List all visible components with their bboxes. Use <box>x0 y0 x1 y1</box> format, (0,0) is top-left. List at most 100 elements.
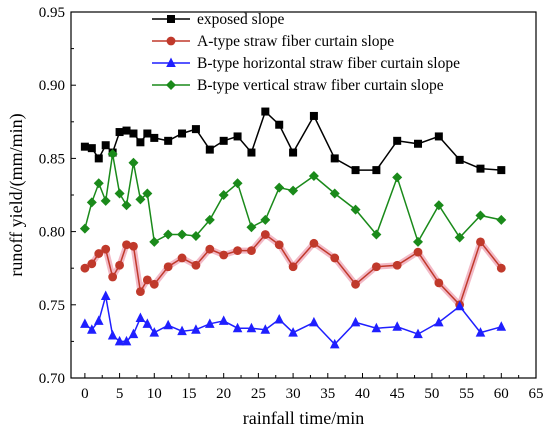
legend: exposed slope A-type straw fiber curtain … <box>152 11 460 94</box>
data-point <box>177 253 187 263</box>
data-point <box>135 194 146 205</box>
data-point <box>136 138 145 147</box>
series-line <box>84 110 502 171</box>
data-point <box>413 328 423 339</box>
data-point <box>274 182 285 193</box>
legend-label: A-type straw fiber curtain slope <box>197 33 394 50</box>
data-point <box>434 316 444 327</box>
data-point <box>476 164 485 173</box>
data-point <box>94 154 103 163</box>
data-point <box>101 244 111 254</box>
data-point <box>454 232 465 243</box>
data-point <box>413 236 424 247</box>
data-point <box>274 313 285 324</box>
data-point <box>101 141 110 150</box>
data-point <box>136 287 145 297</box>
legend-entry: B-type vertical straw fiber curtain slop… <box>152 77 444 94</box>
legend-marker <box>167 15 175 23</box>
data-point <box>392 321 402 331</box>
data-point <box>108 272 118 282</box>
data-point <box>93 315 104 325</box>
data-point <box>191 125 200 134</box>
x-tick-label: 20 <box>216 386 231 402</box>
data-point <box>163 229 174 240</box>
data-point <box>289 148 298 157</box>
y-tick-label: 0.70 <box>39 371 65 387</box>
data-point <box>309 316 319 327</box>
data-point <box>142 275 152 285</box>
data-point <box>135 312 146 322</box>
data-point <box>129 241 138 251</box>
data-point <box>122 126 131 135</box>
legend-marker <box>166 36 176 46</box>
data-point <box>219 250 229 260</box>
y-tick-label: 0.80 <box>39 225 65 241</box>
data-point <box>392 172 403 183</box>
data-point <box>128 328 139 339</box>
data-point <box>232 322 243 333</box>
data-point <box>309 238 319 248</box>
x-tick-label: 40 <box>355 386 370 402</box>
data-point <box>177 325 187 336</box>
data-point <box>149 279 159 289</box>
legend-marker <box>166 80 176 90</box>
data-point <box>455 155 464 164</box>
data-point <box>205 145 214 154</box>
data-point <box>87 324 97 334</box>
data-point <box>329 188 340 199</box>
data-point <box>475 210 486 221</box>
data-point <box>114 188 125 199</box>
data-point <box>232 178 243 189</box>
data-point <box>246 322 257 333</box>
data-point <box>129 129 138 138</box>
data-point <box>260 324 271 334</box>
data-point <box>496 263 506 273</box>
data-point <box>351 279 360 289</box>
data-point <box>288 262 298 272</box>
series-2 <box>80 230 506 310</box>
data-point <box>128 157 139 168</box>
data-point <box>191 324 201 334</box>
data-point <box>330 154 339 163</box>
x-tick-label: 25 <box>251 386 266 402</box>
x-tick-label: 45 <box>390 386 405 402</box>
data-point <box>261 107 270 116</box>
data-point <box>233 132 242 141</box>
data-point <box>219 136 228 145</box>
x-tick-label: 50 <box>424 386 439 402</box>
data-point <box>149 236 160 247</box>
x-tick-label: 15 <box>181 386 196 402</box>
data-point <box>371 229 382 240</box>
data-point <box>178 129 187 138</box>
series-4 <box>79 149 507 247</box>
x-axis-title: rainfall time/min <box>243 408 364 428</box>
data-point <box>164 136 173 145</box>
legend-marker <box>166 57 176 67</box>
axes: 0 5 10 15 20 25 30 35 40 45 50 55 60 65 0.70 0.75 0.80 0.… <box>39 5 544 402</box>
legend-entry: exposed slope <box>152 11 285 28</box>
series-layer <box>79 107 507 349</box>
data-point <box>246 222 257 233</box>
data-point <box>393 136 402 145</box>
x-tick-label: 35 <box>320 386 335 402</box>
series-1 <box>80 107 506 175</box>
x-tick-label: 5 <box>116 386 124 402</box>
data-point <box>496 321 507 331</box>
legend-label: B-type horizontal straw fiber curtain sl… <box>197 55 460 72</box>
data-point <box>288 185 299 196</box>
data-point <box>247 246 256 256</box>
data-point <box>87 259 97 269</box>
y-tick-label: 0.95 <box>39 5 65 21</box>
data-point <box>142 318 153 328</box>
data-point <box>351 166 360 175</box>
data-point <box>309 111 318 120</box>
data-point <box>475 327 486 337</box>
data-point <box>107 330 118 340</box>
data-point <box>93 178 104 189</box>
data-point <box>371 262 381 272</box>
legend-label: B-type vertical straw fiber curtain slop… <box>197 77 444 94</box>
data-point <box>190 230 201 241</box>
data-point <box>233 246 242 256</box>
data-point <box>100 195 111 206</box>
data-point <box>372 166 381 175</box>
